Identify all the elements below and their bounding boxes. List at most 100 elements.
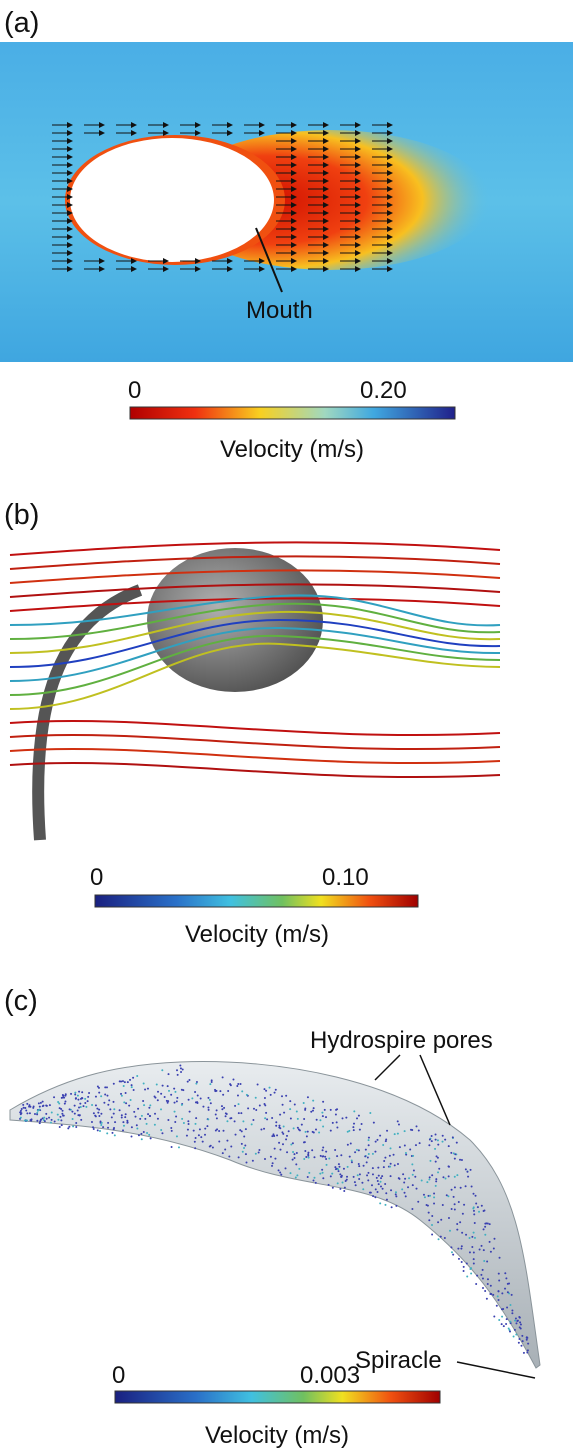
particle	[411, 1173, 414, 1176]
particle	[161, 1132, 164, 1135]
particle	[230, 1117, 233, 1120]
particle	[465, 1262, 468, 1265]
particle	[223, 1106, 226, 1109]
streamline	[9, 747, 501, 765]
particle	[376, 1180, 379, 1183]
particle	[509, 1304, 512, 1306]
particle	[75, 1122, 78, 1125]
particle	[329, 1108, 332, 1111]
particle	[280, 1173, 283, 1176]
particle	[379, 1134, 382, 1137]
particle	[179, 1067, 182, 1070]
particle	[58, 1107, 61, 1110]
particle	[73, 1112, 76, 1115]
particle	[463, 1203, 466, 1206]
particle	[336, 1126, 339, 1129]
particle	[472, 1192, 475, 1195]
particle	[120, 1116, 123, 1119]
particle	[352, 1129, 355, 1132]
particle	[293, 1157, 296, 1160]
particle	[322, 1125, 325, 1128]
particle	[100, 1121, 103, 1124]
particle	[120, 1094, 123, 1097]
particle	[460, 1158, 463, 1161]
particle	[313, 1156, 316, 1159]
particle	[329, 1175, 332, 1178]
particle	[507, 1327, 510, 1330]
particle	[204, 1133, 207, 1136]
particle	[434, 1147, 437, 1150]
particle	[415, 1187, 418, 1190]
particle	[61, 1093, 64, 1096]
particle	[278, 1141, 281, 1144]
particle	[240, 1142, 243, 1145]
particle	[506, 1291, 509, 1294]
particle	[380, 1177, 383, 1180]
particle	[484, 1225, 487, 1228]
particle	[218, 1140, 221, 1143]
colorbar-max: 0.003	[300, 1362, 360, 1389]
particle	[407, 1186, 410, 1189]
particle	[438, 1167, 441, 1170]
particle	[140, 1132, 143, 1135]
particle	[234, 1133, 237, 1136]
particle	[122, 1084, 125, 1087]
particle	[64, 1100, 67, 1103]
particle	[194, 1091, 197, 1094]
particle	[366, 1156, 369, 1159]
particle	[319, 1119, 322, 1122]
particle	[28, 1104, 31, 1107]
particle	[286, 1151, 289, 1154]
particle	[271, 1164, 274, 1167]
particle	[395, 1195, 398, 1198]
particle	[214, 1129, 217, 1132]
particle	[98, 1091, 101, 1094]
particle	[434, 1160, 437, 1163]
particle	[457, 1247, 460, 1250]
particle	[295, 1110, 298, 1113]
particle	[166, 1101, 169, 1104]
particle	[472, 1207, 475, 1210]
particle	[464, 1168, 467, 1171]
streamline	[9, 602, 501, 640]
particle	[331, 1186, 334, 1189]
particle	[126, 1081, 129, 1084]
particle	[470, 1185, 473, 1188]
particle	[307, 1156, 310, 1159]
particle	[329, 1129, 332, 1132]
particle	[148, 1133, 151, 1136]
particle	[237, 1112, 240, 1115]
particle	[346, 1165, 349, 1168]
particle	[501, 1292, 504, 1295]
particle	[466, 1170, 469, 1173]
particle	[112, 1112, 115, 1115]
particle	[321, 1115, 324, 1118]
particle	[441, 1140, 444, 1143]
particle	[282, 1125, 285, 1128]
particle	[41, 1117, 44, 1120]
particle	[496, 1295, 499, 1298]
particle	[455, 1141, 458, 1144]
particle	[24, 1106, 27, 1109]
particle	[303, 1157, 306, 1160]
particle	[444, 1138, 447, 1141]
particle	[408, 1177, 411, 1180]
particle	[397, 1177, 400, 1180]
particle	[295, 1151, 298, 1154]
particle	[139, 1117, 142, 1120]
particle	[254, 1096, 257, 1099]
particle	[186, 1128, 189, 1131]
streamline	[9, 719, 501, 737]
particle	[272, 1133, 275, 1136]
particle	[514, 1319, 517, 1322]
particle	[236, 1085, 239, 1088]
particle	[19, 1109, 22, 1112]
particle	[266, 1118, 269, 1121]
particle	[367, 1153, 370, 1156]
particle	[365, 1161, 368, 1164]
particle	[273, 1147, 276, 1150]
particle	[279, 1127, 282, 1130]
particle	[239, 1129, 242, 1132]
particle	[390, 1189, 393, 1192]
particle	[331, 1172, 334, 1175]
